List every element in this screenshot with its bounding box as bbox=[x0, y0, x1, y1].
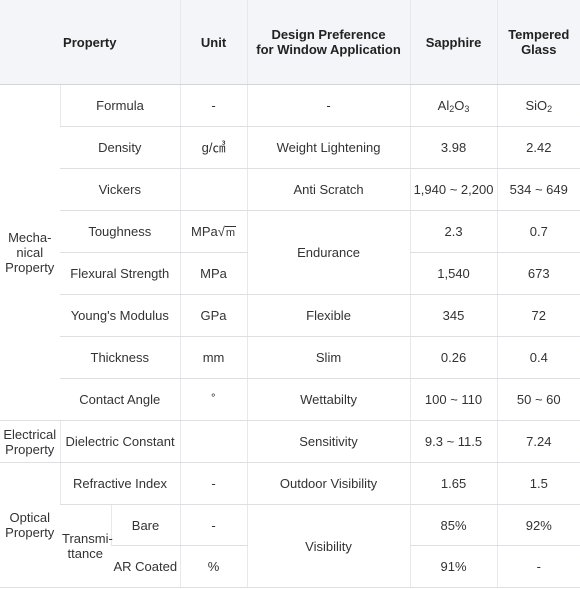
table-row: Toughness MPa√m Endurance 2.3 0.7 bbox=[0, 210, 580, 295]
table-row: Vickers Anti Scratch 1,940 ~ 2,200 534 ~… bbox=[0, 168, 580, 211]
category-transmittance: Transmi- ttance bbox=[60, 504, 113, 588]
unit-contact: ˚ bbox=[179, 378, 248, 421]
property-refractive: Refractive Index bbox=[59, 462, 181, 505]
unit-formula: - bbox=[179, 84, 248, 127]
design-thickness: Slim bbox=[246, 336, 411, 379]
sapphire-refractive: 1.65 bbox=[409, 462, 498, 505]
table-row: Transmi- ttance Bare - Visibility 85% 92… bbox=[0, 504, 580, 588]
property-ar: AR Coated bbox=[111, 545, 181, 588]
glass-bare: 92% bbox=[496, 504, 580, 546]
formula-sio: SiO bbox=[525, 98, 548, 113]
sqrt-icon: √ bbox=[217, 224, 225, 239]
header-row: Property Unit Design Preference for Wind… bbox=[0, 0, 580, 85]
unit-density: g/㎤ bbox=[179, 126, 248, 169]
table-row: Optical Property Refractive Index - Outd… bbox=[0, 462, 580, 588]
glass-refractive: 1.5 bbox=[496, 462, 580, 505]
glass-toughness: 0.7 bbox=[496, 210, 580, 253]
header-glass: Tempered Glass bbox=[496, 0, 580, 85]
header-design: Design Preference for Window Application bbox=[246, 0, 411, 85]
header-unit: Unit bbox=[179, 0, 248, 85]
property-bare: Bare bbox=[110, 504, 181, 546]
sapphire-youngs: 345 bbox=[409, 294, 498, 337]
sapphire-toughness: 2.3 bbox=[409, 210, 498, 253]
glass-ar: - bbox=[496, 545, 580, 588]
property-toughness: Toughness bbox=[60, 210, 181, 253]
glass-vickers: 534 ~ 649 bbox=[496, 168, 580, 211]
design-contact: Wettabilty bbox=[246, 378, 411, 421]
unit-vickers bbox=[179, 168, 248, 211]
sapphire-bare: 85% bbox=[409, 504, 498, 546]
formula-al: Al bbox=[437, 98, 450, 113]
unit-toughness: MPa√m bbox=[179, 210, 248, 253]
design-density: Weight Lightening bbox=[246, 126, 411, 169]
unit-flexural: MPa bbox=[179, 252, 248, 295]
table-row: Contact Angle ˚ Wettabilty 100 ~ 110 50 … bbox=[0, 378, 580, 421]
unit-youngs: GPa bbox=[179, 294, 248, 337]
header-property: Property bbox=[0, 0, 181, 85]
sapphire-thickness: 0.26 bbox=[409, 336, 498, 379]
sapphire-flexural: 1,540 bbox=[409, 252, 498, 295]
category-optical: Optical Property bbox=[0, 462, 60, 588]
sapphire-ar: 91% bbox=[409, 545, 498, 588]
property-flexural: Flexural Strength bbox=[60, 252, 181, 295]
formula-sub-2: 2 bbox=[449, 104, 455, 114]
design-endurance: Endurance bbox=[246, 210, 411, 295]
table-row: Thickness mm Slim 0.26 0.4 bbox=[0, 336, 580, 379]
glass-density: 2.42 bbox=[496, 126, 580, 169]
table-row: Electrical Property Dielectric Constant … bbox=[0, 420, 580, 463]
formula-sub-3: 3 bbox=[464, 104, 470, 114]
unit-toughness-prefix: MPa bbox=[191, 224, 218, 239]
unit-refractive: - bbox=[179, 462, 248, 505]
glass-thickness: 0.4 bbox=[496, 336, 580, 379]
glass-dielectric: 7.24 bbox=[496, 420, 580, 463]
table-row: Mecha- nical Property Formula - - Al2O3 … bbox=[0, 84, 580, 421]
unit-dielectric bbox=[179, 420, 248, 463]
sapphire-density: 3.98 bbox=[409, 126, 498, 169]
property-youngs: Young's Modulus bbox=[60, 294, 181, 337]
property-contact: Contact Angle bbox=[60, 378, 181, 421]
design-formula: - bbox=[246, 84, 411, 127]
category-mechanical: Mecha- nical Property bbox=[0, 84, 60, 421]
property-vickers: Vickers bbox=[60, 168, 181, 211]
property-thickness: Thickness bbox=[60, 336, 181, 379]
design-refractive: Outdoor Visibility bbox=[246, 462, 411, 505]
unit-bare: - bbox=[179, 504, 248, 546]
table-row: Young's Modulus GPa Flexible 345 72 bbox=[0, 294, 580, 337]
property-formula: Formula bbox=[59, 84, 181, 127]
glass-formula: SiO2 bbox=[496, 84, 580, 127]
sapphire-contact: 100 ~ 110 bbox=[409, 378, 498, 421]
header-sapphire: Sapphire bbox=[409, 0, 498, 85]
formula-o: O bbox=[454, 98, 465, 113]
design-visibility: Visibility bbox=[246, 504, 411, 588]
design-vickers: Anti Scratch bbox=[246, 168, 411, 211]
glass-youngs: 72 bbox=[496, 294, 580, 337]
unit-toughness-radical: m bbox=[224, 226, 237, 239]
unit-ar: % bbox=[179, 545, 248, 588]
table-row: AR Coated % 91% - bbox=[0, 545, 580, 588]
table-row: Flexural Strength MPa 1,540 673 bbox=[0, 252, 580, 295]
sapphire-vickers: 1,940 ~ 2,200 bbox=[409, 168, 498, 211]
design-youngs: Flexible bbox=[246, 294, 411, 337]
unit-thickness: mm bbox=[179, 336, 248, 379]
property-density: Density bbox=[60, 126, 181, 169]
design-dielectric: Sensitivity bbox=[246, 420, 411, 463]
category-electrical: Electrical Property bbox=[0, 420, 60, 463]
sapphire-dielectric: 9.3 ~ 11.5 bbox=[409, 420, 498, 463]
property-dielectric: Dielectric Constant bbox=[59, 420, 181, 463]
table-row: Density g/㎤ Weight Lightening 3.98 2.42 bbox=[0, 126, 580, 169]
sapphire-formula: Al2O3 bbox=[409, 84, 498, 127]
glass-contact: 50 ~ 60 bbox=[496, 378, 580, 421]
formula-sub-sio2: 2 bbox=[547, 104, 553, 114]
glass-flexural: 673 bbox=[496, 252, 580, 295]
